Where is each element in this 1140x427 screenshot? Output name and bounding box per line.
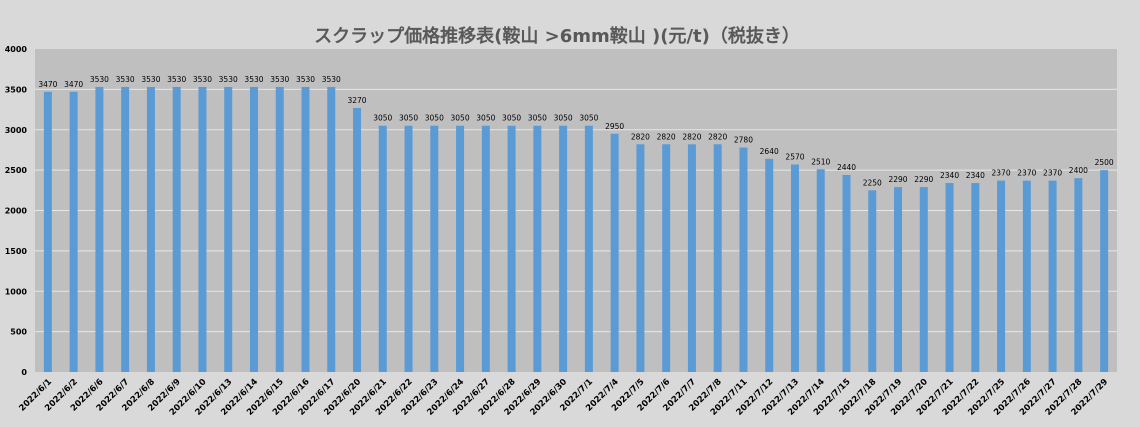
bar [95, 86, 104, 372]
data-label: 2340 [966, 171, 985, 180]
data-label: 3530 [116, 75, 135, 84]
data-label: 3050 [554, 114, 573, 123]
bar [43, 91, 52, 373]
bar [765, 158, 774, 372]
data-label: 2510 [811, 157, 830, 166]
data-label: 2370 [1043, 169, 1062, 178]
bar [275, 86, 284, 372]
data-label: 3050 [425, 114, 444, 123]
bar [224, 86, 233, 372]
bar [327, 86, 336, 372]
bar [172, 86, 181, 372]
bar [842, 174, 851, 372]
bar [997, 180, 1006, 372]
bar [69, 91, 78, 373]
data-label: 3050 [476, 114, 495, 123]
data-label: 2820 [657, 132, 676, 141]
bar [739, 147, 748, 372]
data-label: 2340 [940, 171, 959, 180]
data-label: 3530 [270, 75, 289, 84]
bar [1048, 180, 1057, 372]
y-tick-label: 2000 [5, 207, 28, 216]
bar [610, 133, 619, 372]
bar [713, 144, 722, 372]
data-label: 3050 [451, 114, 470, 123]
data-label: 2400 [1069, 166, 1088, 175]
chart-title: スクラップ価格推移表(鞍山 >6mm鞍山 )(元/t)（税抜き） [314, 25, 800, 47]
bar [121, 86, 130, 372]
y-tick-label: 2500 [5, 166, 28, 175]
data-label: 2290 [914, 175, 933, 184]
data-label: 3050 [579, 114, 598, 123]
bar [919, 187, 928, 372]
bar [584, 125, 593, 373]
bar [971, 183, 980, 372]
data-label: 3270 [347, 96, 366, 105]
data-label: 2950 [605, 122, 624, 131]
bar [816, 169, 825, 372]
data-label: 3050 [502, 114, 521, 123]
bar [353, 107, 362, 372]
y-tick-label: 0 [21, 368, 27, 377]
bar [481, 125, 490, 373]
data-label: 3530 [244, 75, 263, 84]
bar [662, 144, 671, 372]
bar [1100, 170, 1109, 372]
bar [378, 125, 387, 373]
bar [790, 164, 799, 372]
data-label: 2370 [1017, 169, 1036, 178]
bar [430, 125, 439, 373]
data-label: 3050 [399, 114, 418, 123]
bar [687, 144, 696, 372]
data-label: 2440 [837, 163, 856, 172]
data-label: 3050 [373, 114, 392, 123]
data-label: 2290 [888, 175, 907, 184]
bar [894, 187, 903, 372]
data-label: 3530 [296, 75, 315, 84]
y-tick-label: 500 [10, 328, 27, 337]
y-tick-label: 1000 [5, 287, 28, 296]
y-tick-label: 4000 [5, 45, 28, 54]
data-label: 2820 [708, 132, 727, 141]
bar [146, 86, 155, 372]
data-label: 2370 [992, 169, 1011, 178]
data-label: 3050 [528, 114, 547, 123]
data-label: 3530 [322, 75, 341, 84]
y-tick-label: 3000 [5, 126, 28, 135]
data-label: 2820 [682, 132, 701, 141]
bar [249, 86, 258, 372]
data-label: 2500 [1095, 158, 1114, 167]
data-label: 2250 [863, 178, 882, 187]
data-label: 3470 [38, 80, 57, 89]
bar [868, 190, 877, 372]
bar [1022, 180, 1031, 372]
data-label: 2570 [785, 152, 804, 161]
bar [945, 183, 954, 372]
y-tick-label: 1500 [5, 247, 28, 256]
data-label: 2780 [734, 136, 753, 145]
bar [559, 125, 568, 373]
bar [456, 125, 465, 373]
data-label: 3470 [64, 80, 83, 89]
data-label: 2640 [760, 147, 779, 156]
y-tick-label: 3500 [5, 85, 28, 94]
data-label: 3530 [167, 75, 186, 84]
data-label: 3530 [141, 75, 160, 84]
bar [533, 125, 542, 373]
data-label: 3530 [193, 75, 212, 84]
bar [636, 144, 645, 372]
data-label: 3530 [90, 75, 109, 84]
bar [301, 86, 310, 372]
data-label: 2820 [631, 132, 650, 141]
bar [404, 125, 413, 373]
bar [198, 86, 207, 372]
data-label: 3530 [219, 75, 238, 84]
bar [1074, 178, 1083, 372]
bar [507, 125, 516, 373]
